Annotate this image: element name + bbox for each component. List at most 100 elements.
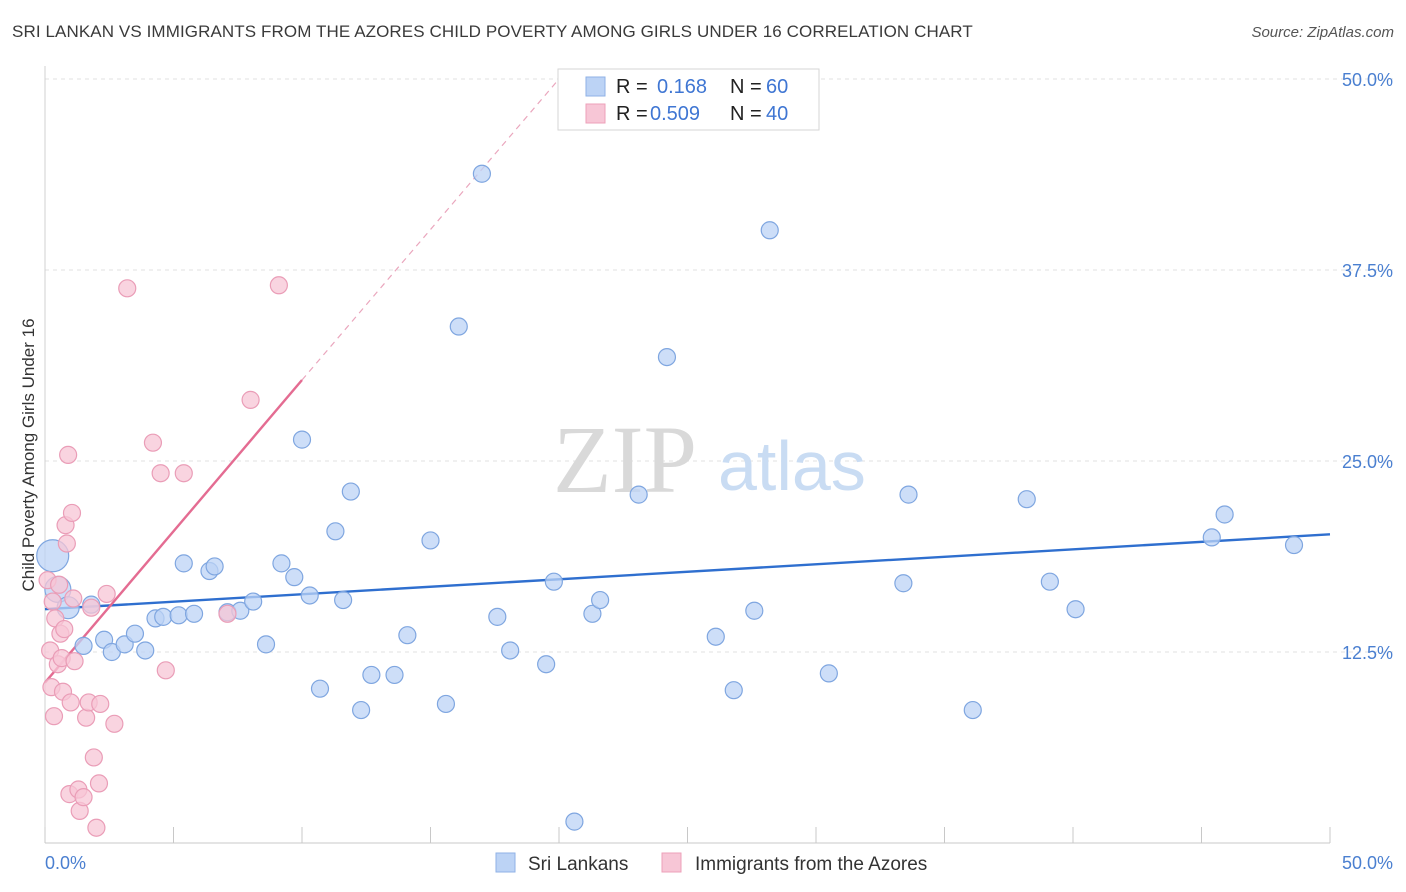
azores-point [62, 503, 82, 523]
data-points [36, 164, 1304, 837]
azores-point [59, 445, 78, 464]
sri-lankans-point [362, 665, 381, 685]
sri-lankans-point [326, 522, 345, 541]
sri-lankans-point [272, 554, 291, 573]
sri-lankans-point [819, 664, 838, 683]
sri-lankans-point [583, 604, 602, 623]
azores-point [269, 276, 288, 295]
sri-lankans-point [760, 221, 779, 240]
legend-n-value-1: 60 [766, 76, 788, 98]
y-tick-label: 12.5% [1342, 643, 1393, 663]
sri-lankans-point [1040, 572, 1059, 591]
sri-lankans-point [1066, 600, 1085, 619]
legend-azores-swatch [661, 852, 682, 873]
series-legend: Sri Lankans Immigrants from the Azores [495, 852, 927, 875]
sri-lankans-point [724, 681, 743, 700]
azores-trend-line [44, 379, 303, 684]
azores-point [156, 661, 175, 680]
azores-point [74, 788, 93, 807]
azores-point [97, 584, 116, 604]
azores-point [91, 694, 110, 714]
sri-lankans-point [706, 627, 725, 646]
azores-point [64, 589, 83, 608]
sri-lankans-trend-line [44, 533, 1331, 611]
watermark-atlas: atlas [718, 427, 866, 505]
legend-r-label-2: R = [616, 103, 648, 125]
y-tick-labels: 12.5% 25.0% 37.5% 50.0% [1342, 70, 1393, 663]
sri-lankans-point [398, 626, 417, 645]
sri-lankans-point [341, 482, 360, 501]
source-label: Source: ZipAtlas.com [1251, 24, 1394, 41]
azores-point [89, 774, 109, 793]
sri-lankans-point [334, 590, 353, 610]
sri-lankans-point [488, 607, 507, 626]
sri-lankans-point [292, 430, 312, 449]
azores-point [44, 707, 64, 726]
sri-lankans-point [436, 694, 456, 714]
sri-lankans-point [154, 607, 173, 626]
y-tick-label: 25.0% [1342, 452, 1393, 472]
sri-lankans-point [300, 586, 319, 605]
sri-lankans-point [1017, 490, 1036, 509]
azores-point [174, 464, 193, 483]
y-tick-label: 37.5% [1342, 261, 1393, 281]
azores-point [43, 592, 62, 611]
y-tick-label: 50.0% [1342, 70, 1393, 90]
azores-point [118, 279, 137, 298]
watermark-zip: ZIP [553, 406, 697, 513]
sri-lankans-point [352, 700, 371, 720]
azores-point [77, 708, 96, 727]
sri-lankans-point [629, 485, 648, 504]
sri-lankans-point [591, 590, 610, 610]
legend-n-value-2: 40 [766, 103, 788, 125]
sri-lankans-point [537, 655, 556, 674]
azores-point [50, 575, 69, 594]
legend-r-value-1: 0.168 [657, 76, 707, 98]
sri-lankans-point [385, 665, 404, 685]
sri-lankans-point [1202, 528, 1221, 547]
sri-lankans-point [544, 572, 563, 591]
sri-lankans-point [449, 317, 468, 336]
legend-r-label-1: R = [616, 76, 648, 98]
azores-swatch [585, 103, 606, 124]
sri-lankans-point [310, 679, 330, 698]
azores-point [87, 818, 106, 837]
sri-lankans-point [421, 531, 440, 550]
sri-lankans-point [501, 641, 520, 660]
azores-point [151, 464, 170, 483]
azores-point [143, 433, 163, 452]
trend-lines [44, 78, 1331, 684]
azores-point [82, 598, 101, 617]
watermark: ZIP atlas [553, 406, 866, 513]
azores-point [218, 604, 237, 623]
legend-n-label-2: N = [730, 103, 762, 125]
azores-point [241, 390, 260, 409]
sri-lankans-point [1215, 505, 1234, 524]
sri-lankans-point [244, 592, 263, 611]
legend-sri-lankans-swatch [495, 852, 516, 873]
chart-title: SRI LANKAN VS IMMIGRANTS FROM THE AZORES… [12, 22, 973, 41]
grid-lines [45, 78, 1395, 653]
x-tick-label-start: 0.0% [45, 853, 86, 873]
x-tick-labels: 0.0% 50.0% [45, 853, 1393, 873]
legend-azores-label: Immigrants from the Azores [695, 854, 927, 875]
sri-lankans-point [1284, 535, 1304, 555]
sri-lankans-point [285, 568, 304, 587]
stats-legend: R = 0.168 N = 60 R = 0.509 N = 40 [557, 68, 820, 131]
sri-lankans-point [256, 635, 276, 654]
sri-lankans-point [169, 606, 188, 625]
sri-lankans-point [963, 700, 982, 720]
axes [44, 66, 1331, 844]
sri-lankans-point [745, 601, 764, 620]
sri-lankans-point [894, 574, 913, 593]
legend-n-label-1: N = [730, 76, 762, 98]
x-tick-label-end: 50.0% [1342, 853, 1393, 873]
sri-lankans-point [565, 812, 584, 831]
azores-point [105, 714, 124, 733]
azores-point [65, 652, 84, 671]
azores-point [61, 693, 80, 712]
azores-point [57, 534, 76, 553]
y-axis-label: Child Poverty Among Girls Under 16 [19, 318, 38, 591]
azores-point [84, 748, 103, 767]
